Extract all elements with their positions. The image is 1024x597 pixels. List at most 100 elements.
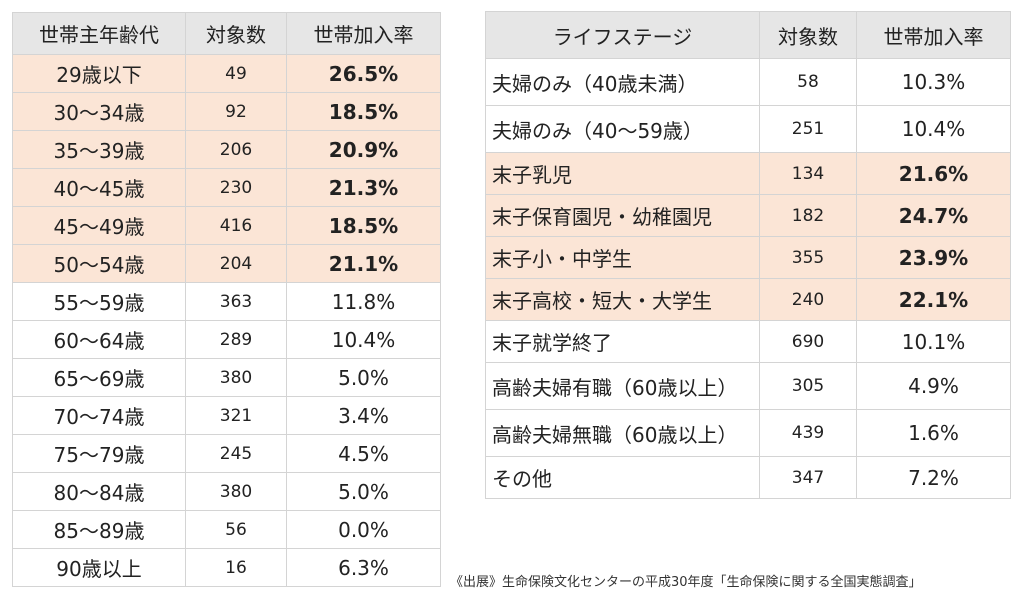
row-count: 305 xyxy=(759,362,857,410)
row-count: 380 xyxy=(185,472,287,511)
row-label: その他 xyxy=(485,456,760,499)
table-row: 高齢夫婦無職（60歳以上） 439 1.6% xyxy=(485,409,1011,457)
column-header-rate: 世帯加入率 xyxy=(286,12,441,55)
row-count: 439 xyxy=(759,409,857,457)
table-row: 40～45歳 230 21.3% xyxy=(12,168,441,207)
row-rate: 21.6% xyxy=(856,152,1011,195)
table-row: 夫婦のみ（40歳未満） 58 10.3% xyxy=(485,58,1011,106)
row-count: 49 xyxy=(185,54,287,93)
column-header-life-stage: ライフステージ xyxy=(485,11,760,59)
table-row: 30～34歳 92 18.5% xyxy=(12,92,441,131)
table-row: 高齢夫婦有職（60歳以上） 305 4.9% xyxy=(485,362,1011,410)
row-count: 58 xyxy=(759,58,857,106)
table-row: 29歳以下 49 26.5% xyxy=(12,54,441,93)
row-count: 240 xyxy=(759,278,857,321)
row-rate: 23.9% xyxy=(856,236,1011,279)
column-header-count: 対象数 xyxy=(759,11,857,59)
row-label: 夫婦のみ（40歳未満） xyxy=(485,58,760,106)
row-rate: 10.1% xyxy=(856,320,1011,363)
row-count: 206 xyxy=(185,130,287,169)
row-rate: 1.6% xyxy=(856,409,1011,457)
row-rate: 4.5% xyxy=(286,434,441,473)
row-count: 230 xyxy=(185,168,287,207)
row-count: 204 xyxy=(185,244,287,283)
table-row: 65～69歳 380 5.0% xyxy=(12,358,441,397)
row-label: 40～45歳 xyxy=(12,168,186,207)
row-count: 355 xyxy=(759,236,857,279)
row-count: 363 xyxy=(185,282,287,321)
row-count: 251 xyxy=(759,105,857,153)
row-label: 末子高校・短大・大学生 xyxy=(485,278,760,321)
table-row: 末子就学終了 690 10.1% xyxy=(485,320,1011,363)
row-label: 85～89歳 xyxy=(12,510,186,549)
row-label: 夫婦のみ（40～59歳） xyxy=(485,105,760,153)
row-rate: 3.4% xyxy=(286,396,441,435)
table-row: 末子乳児 134 21.6% xyxy=(485,152,1011,195)
row-label: 70～74歳 xyxy=(12,396,186,435)
row-rate: 22.1% xyxy=(856,278,1011,321)
row-rate: 18.5% xyxy=(286,92,441,131)
table-row: 70～74歳 321 3.4% xyxy=(12,396,441,435)
table-row: その他 347 7.2% xyxy=(485,456,1011,499)
column-header-rate: 世帯加入率 xyxy=(856,11,1011,59)
row-count: 380 xyxy=(185,358,287,397)
table-header-row: ライフステージ 対象数 世帯加入率 xyxy=(485,11,1011,59)
table-row: 90歳以上 16 6.3% xyxy=(12,548,441,587)
row-rate: 6.3% xyxy=(286,548,441,587)
source-note: 《出展》生命保険文化センターの平成30年度「生命保険に関する全国実態調査」 xyxy=(450,575,922,590)
table-row: 末子保育園児・幼稚園児 182 24.7% xyxy=(485,194,1011,237)
row-count: 16 xyxy=(185,548,287,587)
row-label: 30～34歳 xyxy=(12,92,186,131)
row-label: 高齢夫婦無職（60歳以上） xyxy=(485,409,760,457)
table-row: 夫婦のみ（40～59歳） 251 10.4% xyxy=(485,105,1011,153)
table-row: 55～59歳 363 11.8% xyxy=(12,282,441,321)
row-count: 347 xyxy=(759,456,857,499)
row-count: 245 xyxy=(185,434,287,473)
row-count: 416 xyxy=(185,206,287,245)
table-row: 75～79歳 245 4.5% xyxy=(12,434,441,473)
table-row: 60～64歳 289 10.4% xyxy=(12,320,441,359)
row-rate: 20.9% xyxy=(286,130,441,169)
row-label: 末子就学終了 xyxy=(485,320,760,363)
row-rate: 7.2% xyxy=(856,456,1011,499)
row-count: 321 xyxy=(185,396,287,435)
row-count: 92 xyxy=(185,92,287,131)
row-rate: 10.3% xyxy=(856,58,1011,106)
row-count: 56 xyxy=(185,510,287,549)
row-label: 末子乳児 xyxy=(485,152,760,195)
table-row: 85～89歳 56 0.0% xyxy=(12,510,441,549)
row-count: 289 xyxy=(185,320,287,359)
row-rate: 10.4% xyxy=(856,105,1011,153)
table-row: 35～39歳 206 20.9% xyxy=(12,130,441,169)
row-label: 高齢夫婦有職（60歳以上） xyxy=(485,362,760,410)
row-rate: 26.5% xyxy=(286,54,441,93)
table-row: 45～49歳 416 18.5% xyxy=(12,206,441,245)
row-label: 29歳以下 xyxy=(12,54,186,93)
row-rate: 24.7% xyxy=(856,194,1011,237)
table-row: 50～54歳 204 21.1% xyxy=(12,244,441,283)
row-label: 50～54歳 xyxy=(12,244,186,283)
column-header-age: 世帯主年齢代 xyxy=(12,12,186,55)
row-count: 182 xyxy=(759,194,857,237)
row-label: 65～69歳 xyxy=(12,358,186,397)
row-label: 75～79歳 xyxy=(12,434,186,473)
age-group-table: 世帯主年齢代 対象数 世帯加入率 29歳以下 49 26.5% 30～34歳 92 18.… xyxy=(12,12,441,587)
table-row: 末子高校・短大・大学生 240 22.1% xyxy=(485,278,1011,321)
row-rate: 0.0% xyxy=(286,510,441,549)
row-rate: 10.4% xyxy=(286,320,441,359)
row-rate: 11.8% xyxy=(286,282,441,321)
row-count: 134 xyxy=(759,152,857,195)
row-label: 45～49歳 xyxy=(12,206,186,245)
row-label: 55～59歳 xyxy=(12,282,186,321)
row-label: 90歳以上 xyxy=(12,548,186,587)
life-stage-table: ライフステージ 対象数 世帯加入率 夫婦のみ（40歳未満） 58 10.3% 夫婦のみ… xyxy=(485,11,1011,499)
row-rate: 21.3% xyxy=(286,168,441,207)
column-header-count: 対象数 xyxy=(185,12,287,55)
row-count: 690 xyxy=(759,320,857,363)
row-label: 末子小・中学生 xyxy=(485,236,760,279)
row-rate: 4.9% xyxy=(856,362,1011,410)
table-header-row: 世帯主年齢代 対象数 世帯加入率 xyxy=(12,12,441,55)
row-label: 末子保育園児・幼稚園児 xyxy=(485,194,760,237)
row-label: 35～39歳 xyxy=(12,130,186,169)
table-row: 末子小・中学生 355 23.9% xyxy=(485,236,1011,279)
